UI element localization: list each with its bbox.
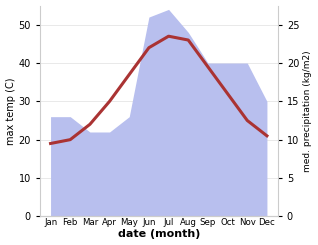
X-axis label: date (month): date (month) [118, 230, 200, 239]
Y-axis label: med. precipitation (kg/m2): med. precipitation (kg/m2) [303, 50, 313, 172]
Y-axis label: max temp (C): max temp (C) [5, 77, 16, 145]
